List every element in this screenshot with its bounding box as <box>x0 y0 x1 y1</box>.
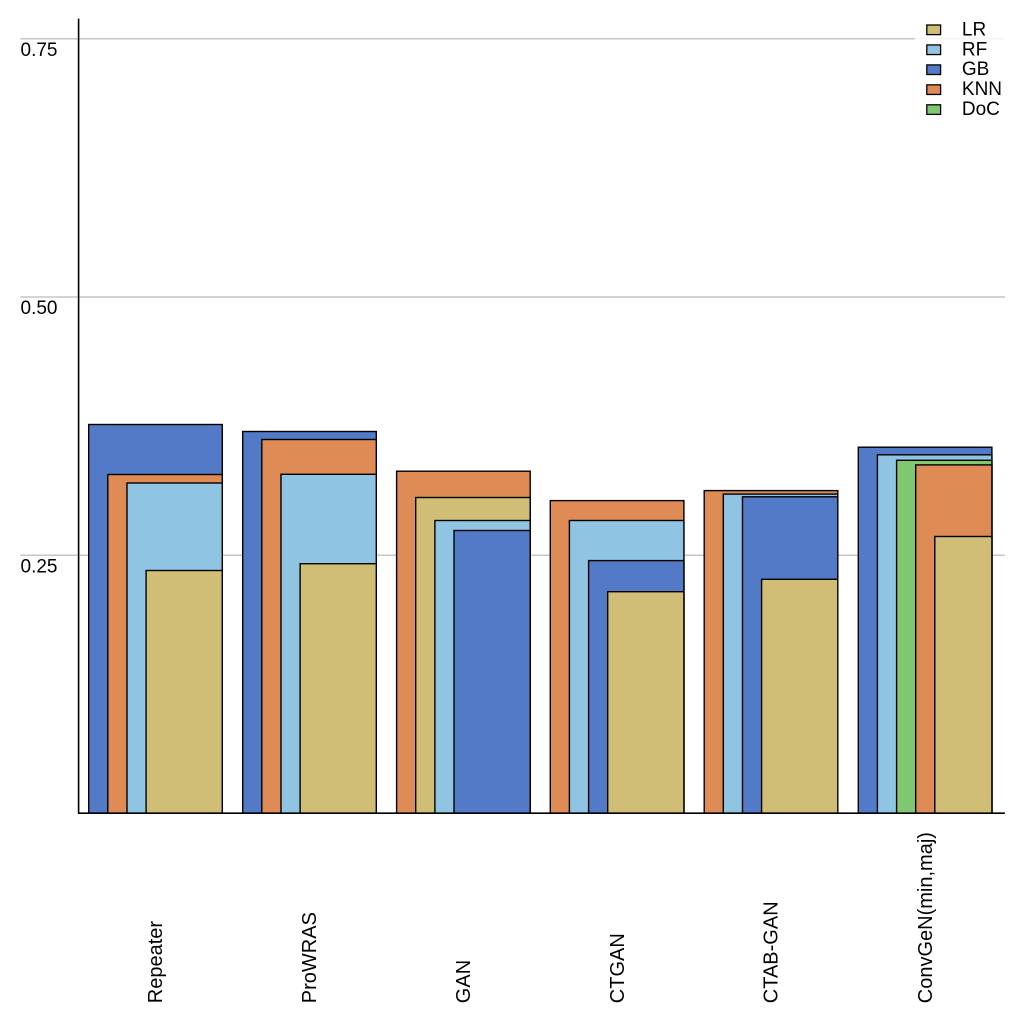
svg-text:KNN: KNN <box>962 79 1002 100</box>
svg-text:0.50: 0.50 <box>21 298 58 319</box>
svg-text:Repeater: Repeater <box>145 921 167 1004</box>
svg-text:ConvGeN(min,maj): ConvGeN(min,maj) <box>915 832 937 1003</box>
svg-text:CTGAN: CTGAN <box>607 933 629 1003</box>
svg-text:DoC: DoC <box>962 99 1000 120</box>
svg-text:RF: RF <box>962 39 987 60</box>
svg-text:CTAB-GAN: CTAB-GAN <box>761 901 783 1003</box>
svg-text:GB: GB <box>962 59 989 80</box>
svg-text:ProWRAS: ProWRAS <box>299 912 321 1003</box>
svg-text:0.25: 0.25 <box>21 556 58 577</box>
svg-text:0.75: 0.75 <box>21 40 58 61</box>
svg-text:GAN: GAN <box>453 960 475 1003</box>
svg-text:LR: LR <box>962 19 986 40</box>
